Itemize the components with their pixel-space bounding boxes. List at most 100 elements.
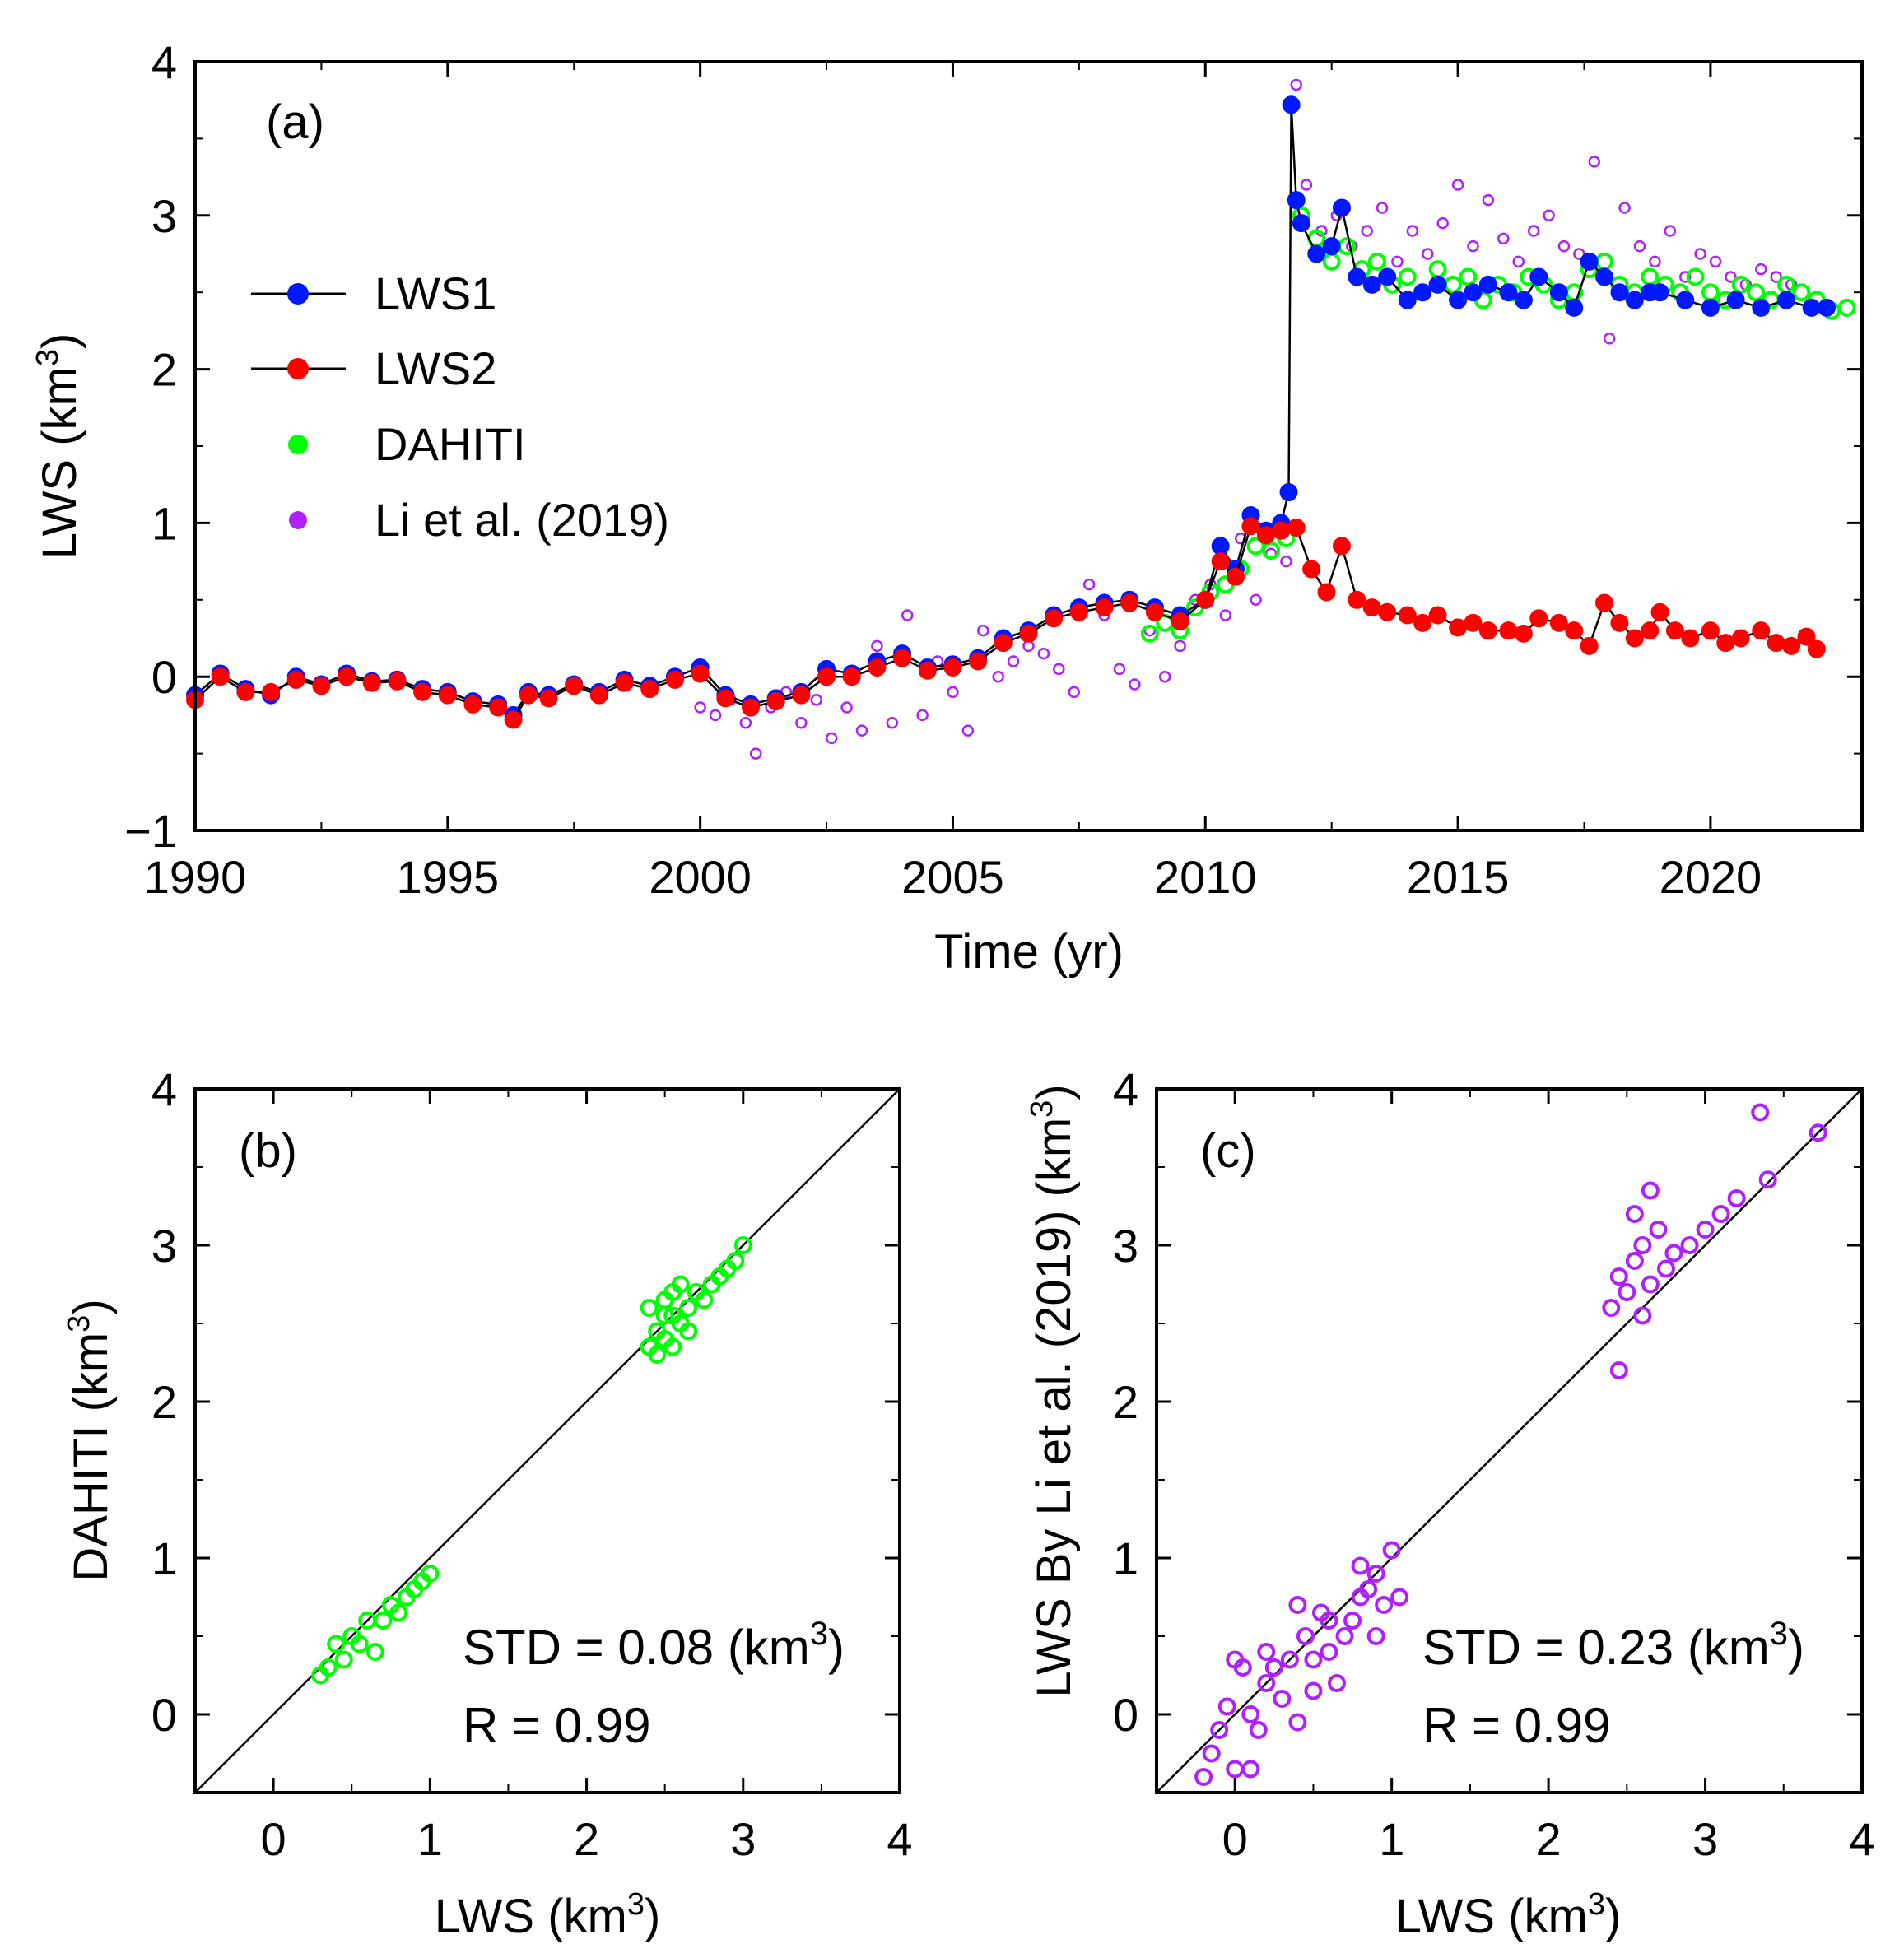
panel-c-point bbox=[1656, 1259, 1675, 1278]
point-li bbox=[871, 639, 883, 653]
point-li bbox=[810, 693, 823, 706]
point-lws2 bbox=[1362, 598, 1381, 617]
panel-c-point bbox=[1320, 1643, 1338, 1661]
panel-b-point bbox=[695, 1291, 714, 1309]
panel-c-point bbox=[1727, 1189, 1746, 1207]
panel-b-point bbox=[640, 1299, 659, 1317]
panel-c-point bbox=[1809, 1123, 1827, 1142]
point-lws1 bbox=[1752, 298, 1771, 317]
point-lws1 bbox=[1650, 283, 1669, 302]
point-lws2 bbox=[842, 667, 861, 686]
panel-b-x-axis-title-close: ) bbox=[645, 1890, 660, 1943]
panel-b-y-axis-title-close: ) bbox=[64, 1299, 118, 1314]
point-lws2 bbox=[615, 673, 634, 692]
point-li bbox=[709, 709, 722, 722]
panel-c-point bbox=[1366, 1627, 1385, 1645]
point-li bbox=[1280, 555, 1292, 568]
panel-c-point bbox=[1241, 1760, 1260, 1779]
point-li bbox=[1694, 248, 1706, 260]
point-li bbox=[1527, 225, 1540, 237]
panel-c-ytick-label: 2 bbox=[1113, 1376, 1138, 1428]
point-li bbox=[1755, 263, 1767, 276]
point-lws2 bbox=[1595, 593, 1614, 612]
point-lws2 bbox=[1625, 629, 1644, 648]
panel-b-x-axis-title-main: LWS (km bbox=[435, 1890, 627, 1943]
point-lws1 bbox=[1378, 267, 1397, 286]
point-lws2 bbox=[1211, 552, 1230, 571]
point-li bbox=[1300, 179, 1313, 191]
point-li bbox=[1436, 216, 1449, 230]
panel-b-point bbox=[327, 1635, 346, 1653]
panel-b-point bbox=[655, 1306, 674, 1325]
panel-b-label: (b) bbox=[239, 1124, 297, 1178]
point-lws2 bbox=[1045, 609, 1064, 628]
point-lws2 bbox=[565, 677, 584, 695]
panel-b-y-axis-title-sup: 3 bbox=[62, 1315, 96, 1332]
point-lws1 bbox=[1595, 267, 1614, 286]
point-li bbox=[1618, 202, 1631, 214]
panel-a-y-axis-title-sup: 3 bbox=[30, 349, 65, 366]
point-dahiti bbox=[1595, 252, 1614, 271]
panel-b-point bbox=[389, 1603, 408, 1622]
point-li bbox=[1422, 248, 1434, 260]
point-lws2 bbox=[1782, 636, 1801, 655]
point-li bbox=[1129, 678, 1141, 691]
panel-b-ytick-label: 1 bbox=[151, 1532, 177, 1584]
panel-c-ytick-label: 1 bbox=[1113, 1532, 1138, 1584]
panel-a-xtick-label: 2000 bbox=[649, 851, 752, 903]
legend-label-dahiti: DAHITI bbox=[375, 418, 526, 470]
legend-label-lws1: LWS1 bbox=[375, 267, 496, 319]
point-lws1 bbox=[1322, 237, 1341, 256]
point-dahiti bbox=[1262, 542, 1281, 560]
point-lws2 bbox=[868, 658, 887, 677]
point-lws2 bbox=[1302, 560, 1321, 579]
point-lws2 bbox=[1241, 517, 1260, 536]
point-lws2 bbox=[817, 667, 836, 686]
panel-c-point bbox=[1641, 1181, 1660, 1200]
point-li bbox=[749, 747, 762, 760]
legend-entry-lws2: LWS2 bbox=[251, 342, 496, 394]
point-dahiti bbox=[1443, 275, 1462, 294]
panel-b-std-annotation: STD = 0.08 (km3) bbox=[463, 1616, 845, 1675]
panel-c-point bbox=[1335, 1627, 1354, 1645]
point-lws1 bbox=[1307, 244, 1326, 263]
panel-c-xtick-label: 2 bbox=[1536, 1813, 1562, 1865]
point-dahiti bbox=[1398, 267, 1417, 286]
panel-c-ytick-label: 0 bbox=[1113, 1689, 1138, 1741]
panel-c-point bbox=[1375, 1596, 1394, 1614]
point-li bbox=[1543, 209, 1555, 222]
point-li bbox=[694, 701, 706, 714]
point-lws2 bbox=[1499, 621, 1518, 640]
point-lws2 bbox=[766, 692, 785, 711]
panel-a-ytick-label: 1 bbox=[151, 497, 177, 549]
legend-entry-lws1: LWS1 bbox=[251, 267, 496, 319]
point-li bbox=[1250, 593, 1262, 607]
panel-c-point bbox=[1304, 1650, 1323, 1669]
point-lws1 bbox=[1292, 214, 1310, 233]
point-li bbox=[992, 670, 1004, 683]
panel-c-point bbox=[1680, 1236, 1699, 1254]
panel-b-ytick-label: 2 bbox=[151, 1376, 177, 1428]
point-li bbox=[1649, 255, 1661, 268]
panel-b-r-annotation: R = 0.99 bbox=[463, 1698, 651, 1753]
point-lws2 bbox=[969, 652, 988, 671]
panel-c-point bbox=[1273, 1690, 1292, 1708]
point-li bbox=[1290, 78, 1302, 91]
point-lws2 bbox=[1428, 606, 1447, 625]
point-li bbox=[977, 624, 989, 637]
point-lws2 bbox=[1348, 590, 1366, 609]
point-lws1 bbox=[1348, 267, 1366, 286]
point-li bbox=[1361, 225, 1373, 237]
panel-b-xtick-label: 1 bbox=[417, 1813, 443, 1865]
point-lws2 bbox=[918, 661, 937, 680]
point-lws1 bbox=[1464, 283, 1483, 302]
panel-c-x-axis-title-sup: 3 bbox=[1588, 1887, 1605, 1922]
panel-c-std-sup: 3 bbox=[1770, 1616, 1788, 1652]
panel-a-label: (a) bbox=[266, 95, 324, 149]
panel-c-point bbox=[1296, 1627, 1315, 1645]
panel-c-point bbox=[1257, 1643, 1276, 1661]
panel-b-x-axis-title: LWS (km3) bbox=[435, 1887, 661, 1943]
panel-a-axis-ticks: 1990 1995 2000 2005 2010 2015 2020 −1 0 1 2 3 4 bbox=[124, 36, 1862, 903]
